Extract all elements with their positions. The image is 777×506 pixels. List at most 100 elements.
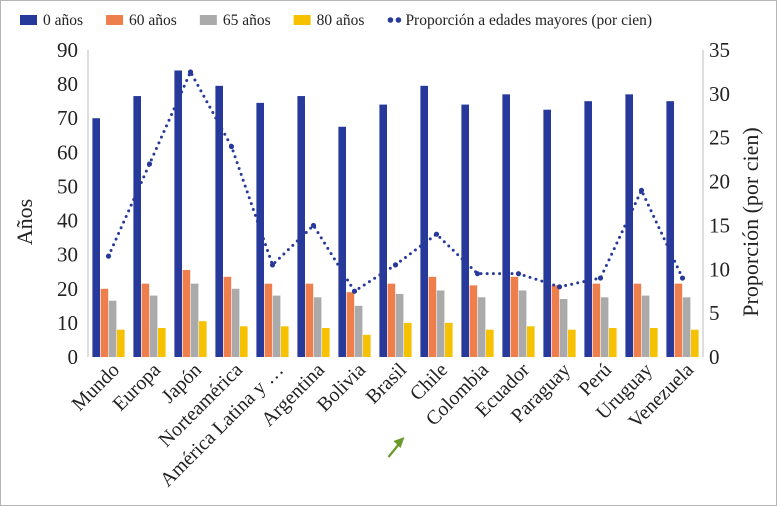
bar	[420, 85, 428, 358]
y2-tick-label: 0	[709, 345, 720, 369]
bar	[215, 85, 223, 358]
bar	[625, 94, 633, 357]
y-axis-title: Años	[12, 199, 37, 245]
bar	[395, 293, 404, 357]
proportion-point	[392, 262, 399, 268]
legend-label: 65 años	[223, 12, 271, 29]
y2-tick-label: 25	[709, 126, 730, 150]
legend-swatch	[395, 17, 402, 23]
legend-label: 80 años	[317, 12, 365, 29]
y2-tick-label: 30	[709, 82, 730, 106]
bar	[527, 326, 535, 357]
y-tick-label: 20	[57, 277, 78, 301]
bar	[363, 334, 371, 357]
y-tick-label: 0	[68, 345, 79, 369]
y2-tick-label: 35	[709, 38, 730, 62]
bar	[445, 322, 453, 357]
bar	[428, 276, 437, 357]
y-tick-label: 90	[57, 38, 78, 62]
proportion-point	[433, 231, 440, 237]
y-tick-label: 30	[57, 243, 78, 267]
legend: 0 años 60 años 65 años 80 años Proporción a …	[20, 12, 652, 29]
bar	[190, 283, 199, 357]
bar	[264, 283, 273, 357]
bar	[117, 329, 125, 357]
bar	[174, 70, 182, 357]
bar	[510, 276, 519, 357]
proportion-point	[187, 69, 194, 75]
bar	[199, 321, 207, 357]
bar	[682, 297, 691, 357]
bar	[609, 328, 617, 357]
bar	[551, 285, 560, 357]
category-label: Europa	[109, 359, 165, 415]
bar	[633, 283, 642, 357]
bar	[354, 305, 363, 357]
bar	[486, 329, 494, 357]
bar	[600, 297, 609, 357]
proportion-point	[679, 275, 686, 281]
bar	[584, 101, 592, 358]
y2-tick-label: 20	[709, 170, 730, 194]
bar	[281, 326, 289, 357]
legend-label: Proporción a edades mayores (por cien)	[405, 12, 652, 29]
bar	[543, 109, 551, 357]
proportion-point	[269, 262, 276, 268]
y-tick-label: 50	[57, 174, 78, 198]
bar	[461, 104, 469, 357]
bar	[641, 295, 650, 357]
bar	[256, 102, 264, 357]
bar	[404, 322, 412, 357]
bar	[297, 96, 305, 358]
bar	[559, 299, 568, 357]
bar	[240, 326, 248, 357]
proportion-point	[638, 187, 645, 193]
legend-swatch	[199, 15, 217, 25]
annotation-arrow-head	[393, 437, 405, 448]
proportion-point	[556, 284, 563, 290]
legend-label: 60 años	[129, 12, 177, 29]
proportion-point	[474, 271, 481, 277]
bar	[100, 288, 109, 357]
legend-swatch	[387, 17, 394, 23]
y2-axis-title: Proporción (por cien)	[738, 127, 763, 316]
bar	[133, 96, 141, 358]
bar	[379, 104, 387, 357]
proportion-point	[105, 253, 112, 259]
y-tick-label: 80	[57, 72, 78, 96]
y-tick-label: 60	[57, 140, 78, 164]
bar	[231, 288, 240, 357]
bar	[674, 283, 683, 357]
legend-swatch	[293, 15, 311, 25]
bar	[346, 292, 355, 357]
bar	[518, 290, 527, 357]
proportion-line	[107, 68, 684, 294]
bar	[322, 328, 330, 357]
bar	[691, 329, 699, 357]
bar	[502, 94, 510, 357]
bar	[108, 300, 117, 357]
proportion-point	[146, 161, 153, 167]
bar	[141, 283, 150, 357]
y-tick-label: 10	[57, 311, 78, 335]
bar	[568, 329, 576, 357]
y-tick-label: 70	[57, 106, 78, 130]
bar	[149, 295, 158, 357]
bar	[469, 285, 478, 357]
bar	[182, 270, 191, 357]
bar	[313, 297, 322, 357]
bar	[592, 283, 601, 357]
proportion-point	[310, 222, 317, 229]
bar	[436, 290, 445, 357]
legend-swatch	[20, 15, 37, 25]
bar	[223, 276, 232, 357]
bar	[650, 328, 658, 357]
proportion-point	[515, 271, 522, 277]
bar	[158, 328, 166, 357]
category-label: Brasil	[362, 359, 412, 409]
bar	[272, 295, 281, 357]
bar	[477, 297, 486, 357]
legend-swatch	[106, 15, 124, 25]
